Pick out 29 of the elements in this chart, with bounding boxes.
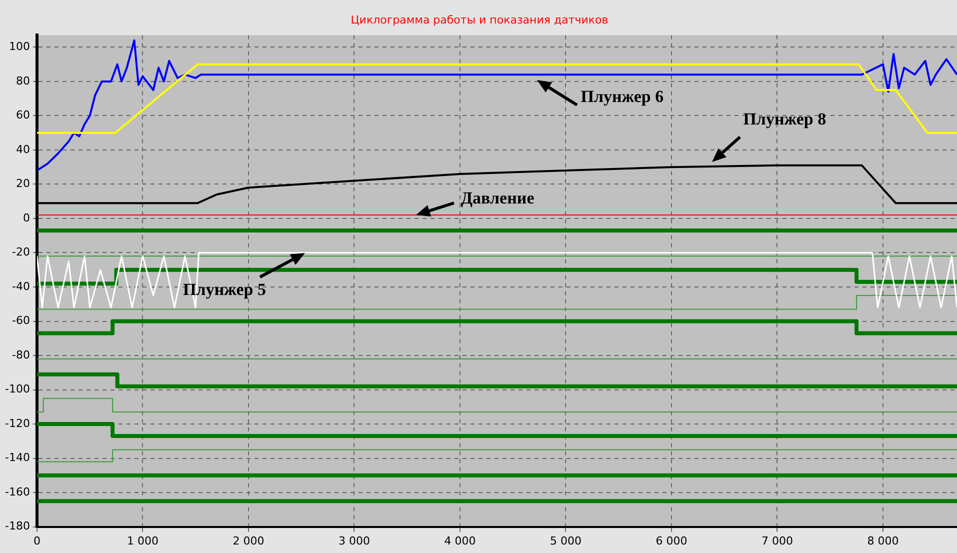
y-tick-label: -140 [4,451,30,464]
x-tick-label: 2 000 [232,534,264,548]
x-tick-label: 8 000 [867,534,899,548]
x-tick-label: 3 000 [338,534,370,548]
y-tick-label: 0 [22,211,30,224]
x-tick-label: 5 000 [550,534,582,548]
x-tick-label: 1 000 [126,534,158,548]
x-tick-label: 6 000 [656,534,688,548]
y-tick-label: -180 [4,520,30,533]
chart-title: Циклограмма работы и показания датчиков [350,13,608,26]
x-tick-label: 4 000 [444,534,476,548]
x-tick-label: 7 000 [761,534,793,548]
y-tick-label: 80 [16,74,30,88]
y-tick-label: -120 [4,416,30,430]
y-tick-label: 60 [16,108,30,122]
annotation: Плунжер 6 [580,87,664,106]
y-tick-label: 40 [16,142,30,156]
y-tick-label: -60 [12,314,30,328]
y-tick-label: 20 [16,177,30,190]
y-tick-label: -40 [12,280,30,293]
x-tick-label: 0 [33,534,40,548]
annotation: Плунжер 5 [183,280,266,300]
annotation: Плунжер 8 [743,109,826,128]
y-tick-label: 100 [8,40,30,54]
y-tick-label: -100 [4,382,30,396]
y-tick-label: -20 [12,246,30,259]
annotation: Давление [460,188,535,208]
y-tick-label: -80 [12,348,30,362]
y-tick-label: -160 [4,485,30,498]
